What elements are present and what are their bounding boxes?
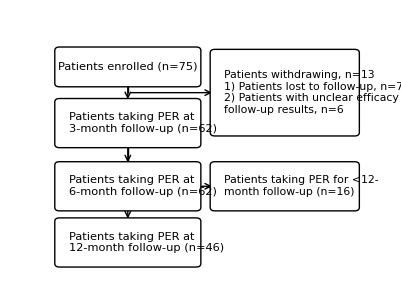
FancyBboxPatch shape: [210, 49, 359, 136]
Text: Patients taking PER at
6-month follow-up (n=62): Patients taking PER at 6-month follow-up…: [69, 175, 217, 197]
Text: Patients taking PER at
3-month follow-up (n=62): Patients taking PER at 3-month follow-up…: [69, 112, 217, 134]
Text: Patients taking PER for <12-
month follow-up (n=16): Patients taking PER for <12- month follo…: [224, 175, 379, 197]
FancyBboxPatch shape: [210, 162, 359, 211]
FancyBboxPatch shape: [55, 47, 201, 87]
Text: Patients taking PER at
12-month follow-up (n=46): Patients taking PER at 12-month follow-u…: [69, 232, 224, 253]
FancyBboxPatch shape: [55, 98, 201, 148]
Text: Patients withdrawing, n=13
1) Patients lost to follow-up, n=7
2) Patients with u: Patients withdrawing, n=13 1) Patients l…: [224, 70, 401, 115]
Text: Patients enrolled (n=75): Patients enrolled (n=75): [58, 62, 198, 72]
FancyBboxPatch shape: [55, 218, 201, 267]
FancyBboxPatch shape: [55, 162, 201, 211]
